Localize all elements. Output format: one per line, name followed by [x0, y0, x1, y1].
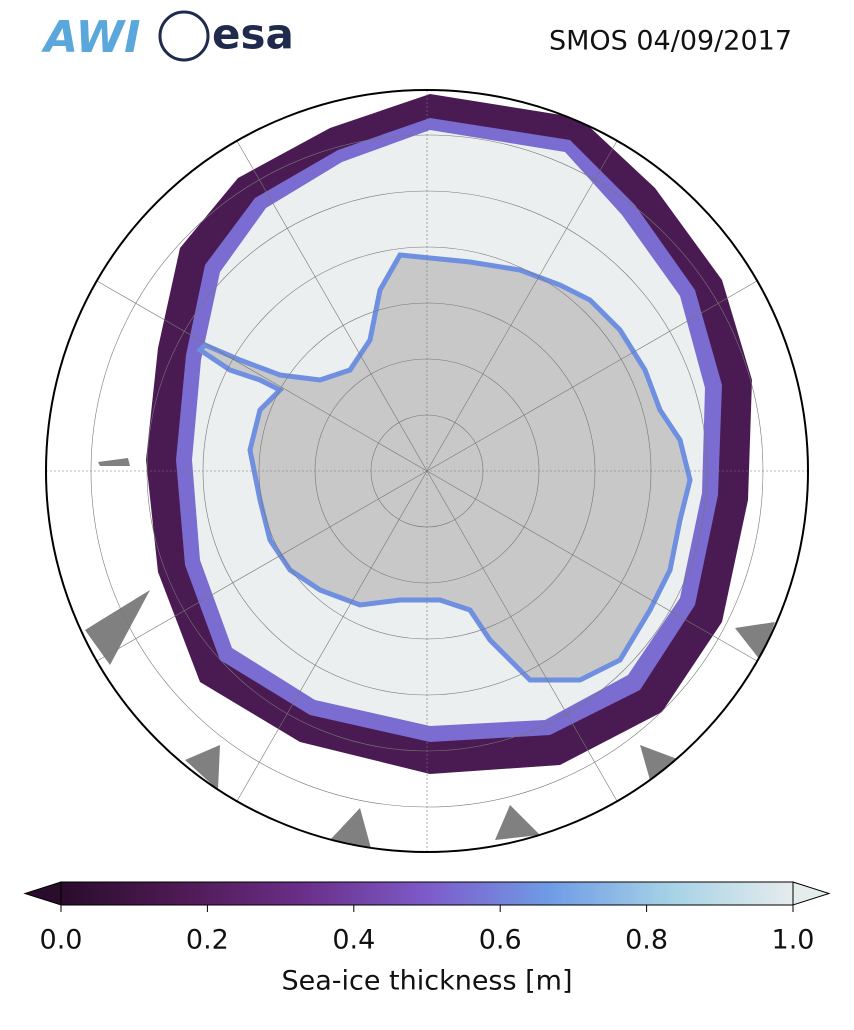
tick-label: 0.2	[186, 925, 229, 956]
colorbar: 0.0 0.2 0.4 0.6 0.8 1.0	[23, 881, 831, 956]
esa-mark	[158, 10, 210, 62]
map-frame	[45, 89, 809, 853]
esa-logo: esa	[212, 10, 294, 59]
title: SMOS 04/09/2017	[549, 26, 792, 57]
map	[46, 90, 808, 852]
tick-label: 0.8	[625, 925, 668, 956]
colorbar-ramp	[60, 881, 794, 906]
tick-label: 0.0	[40, 925, 83, 956]
tick-label: 1.0	[772, 925, 815, 956]
colorbar-label: Sea-ice thickness [m]	[281, 966, 572, 997]
tick-label: 0.4	[332, 925, 375, 956]
logos: AWI esa	[41, 10, 294, 64]
awi-logo: AWI	[41, 12, 141, 63]
tick-label: 0.6	[479, 925, 522, 956]
